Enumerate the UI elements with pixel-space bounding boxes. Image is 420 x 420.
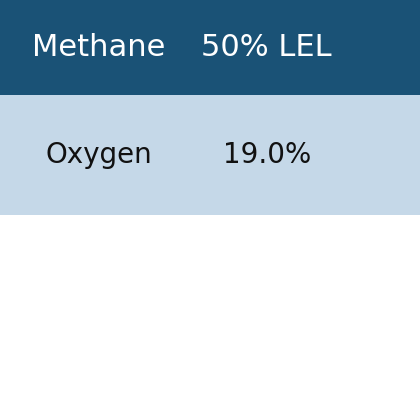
Text: 19.0%: 19.0%: [223, 141, 311, 169]
Bar: [0, 215, 420, 420]
Text: Methane: Methane: [32, 33, 165, 62]
Text: 50% LEL: 50% LEL: [201, 33, 332, 62]
Bar: [0, 95, 420, 215]
Text: Oxygen: Oxygen: [45, 141, 152, 169]
Bar: [0, 0, 420, 95]
